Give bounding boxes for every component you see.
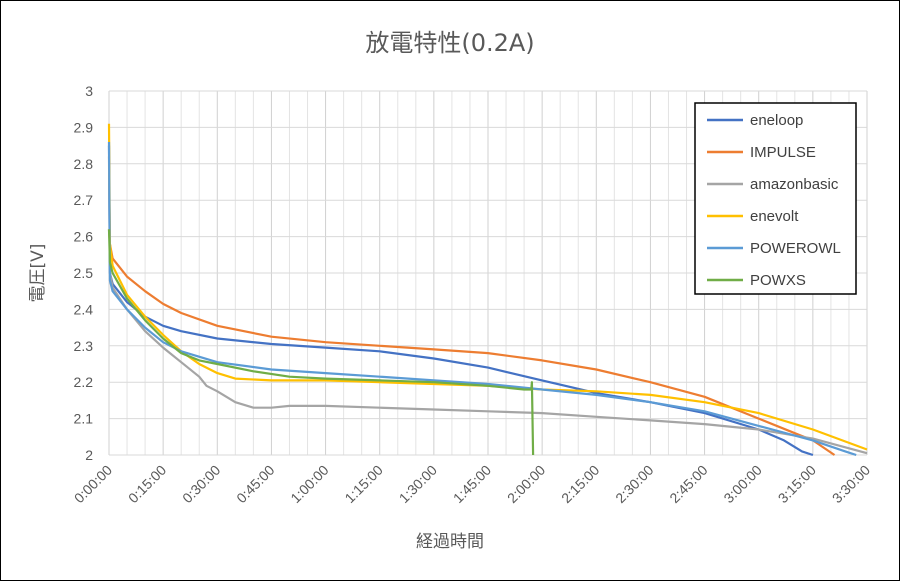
x-tick-label: 3:30:00	[829, 462, 873, 506]
x-tick-label: 2:15:00	[558, 462, 602, 506]
x-tick-label: 3:00:00	[720, 462, 764, 506]
chart-title: 放電特性(0.2A)	[365, 29, 534, 57]
legend-box	[694, 102, 857, 295]
legend: eneloop IMPULSE amazonbasic enevolt POWEROWL…	[694, 102, 857, 295]
y-tick-label: 2.7	[74, 192, 94, 208]
y-tick-label: 2.8	[74, 156, 94, 172]
x-tick-label: 0:15:00	[125, 462, 169, 506]
y-tick-label: 2.1	[74, 411, 94, 427]
series-line-impulse	[107, 229, 836, 456]
x-tick-label: 0:30:00	[179, 462, 223, 506]
x-tick-label: 1:00:00	[287, 462, 331, 506]
x-tick-label: 0:00:00	[71, 462, 115, 506]
series-line-powerowl	[107, 141, 857, 457]
y-tick-label: 2.9	[74, 119, 94, 135]
y-tick-label: 2.3	[74, 338, 94, 354]
series-lines	[107, 123, 868, 457]
y-tick-label: 2.2	[74, 374, 94, 390]
x-tick-label: 0:45:00	[233, 462, 277, 506]
legend-label: IMPULSE	[750, 144, 816, 161]
y-tick-labels: 2 2.1 2.2 2.3 2.4 2.5 2.6 2.7 2.8 2.9 3	[74, 83, 94, 463]
legend-label: enevolt	[750, 208, 799, 225]
legend-label: eneloop	[750, 112, 803, 129]
legend-label: POWXS	[750, 272, 806, 289]
x-axis-label: 経過時間	[416, 532, 484, 552]
x-tick-label: 2:45:00	[666, 462, 710, 506]
y-tick-label: 2.6	[74, 229, 94, 245]
legend-label: amazonbasic	[750, 176, 839, 193]
x-tick-label: 1:45:00	[450, 462, 494, 506]
y-tick-label: 2.4	[74, 301, 94, 317]
x-tick-label: 1:30:00	[396, 462, 440, 506]
series-line-amazonbasic	[107, 156, 868, 455]
y-axis-label: 電圧[V]	[28, 244, 48, 303]
y-tick-label: 2	[85, 447, 93, 463]
legend-label: POWEROWL	[750, 240, 841, 257]
x-tick-label: 1:15:00	[341, 462, 385, 506]
y-tick-label: 3	[85, 83, 93, 99]
series-line-enevolt	[107, 123, 868, 451]
y-tick-label: 2.5	[74, 265, 94, 281]
x-tick-label: 3:15:00	[775, 462, 819, 506]
x-tick-labels: 0:00:00 0:15:00 0:30:00 0:45:00 1:00:00 1:15:…	[71, 462, 873, 506]
x-tick-label: 2:30:00	[612, 462, 656, 506]
x-tick-label: 2:00:00	[504, 462, 548, 506]
series-line-powxs	[107, 229, 535, 456]
